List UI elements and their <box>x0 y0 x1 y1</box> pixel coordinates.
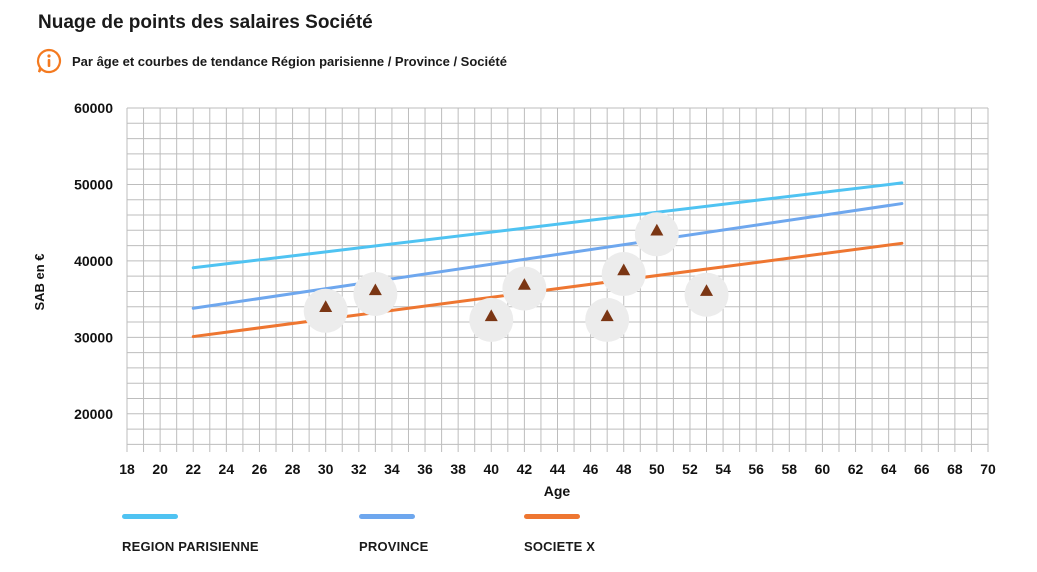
data-point <box>517 278 531 290</box>
x-tick-label: 48 <box>616 461 632 477</box>
legend-item-region-parisienne: REGION PARISIENNE <box>122 514 259 554</box>
data-point <box>617 263 631 276</box>
x-tick-label: 32 <box>351 461 367 477</box>
x-tick-label: 28 <box>285 461 301 477</box>
grid <box>126 107 989 452</box>
legend-swatch <box>359 514 415 519</box>
x-tick-label: 34 <box>384 461 400 477</box>
scatter-chart: 18 20 22 24 26 28 30 32 34 36 38 40 42 44 46 48 50 52 54 56… <box>32 100 996 499</box>
x-tick-label: 22 <box>185 461 201 477</box>
x-tick-label: 60 <box>815 461 831 477</box>
x-tick-label: 20 <box>152 461 168 477</box>
data-point <box>319 300 333 312</box>
x-tick-label: 26 <box>252 461 268 477</box>
x-tick-label: 58 <box>782 461 798 477</box>
x-tick-label: 44 <box>550 461 566 477</box>
x-tick-label: 50 <box>649 461 665 477</box>
y-tick-label: 20000 <box>74 406 113 422</box>
x-tick-label: 36 <box>417 461 433 477</box>
data-point <box>600 309 614 322</box>
x-tick-label: 38 <box>450 461 466 477</box>
subtitle-row: Par âge et courbes de tendance Région pa… <box>36 48 507 74</box>
x-tick-label: 54 <box>715 461 731 477</box>
trend-lines <box>191 181 904 339</box>
legend-swatch <box>122 514 178 519</box>
legend-item-societe-x: SOCIETE X <box>524 514 595 554</box>
y-tick-label: 50000 <box>74 176 113 192</box>
legend-label: PROVINCE <box>359 539 429 554</box>
y-tick-label: 60000 <box>74 100 113 116</box>
trend-line-province <box>191 202 904 310</box>
x-tick-labels: 18 20 22 24 26 28 30 32 34 36 38 40 42 44 46 48 50 52 54 56… <box>119 461 996 477</box>
x-tick-label: 66 <box>914 461 930 477</box>
x-tick-label: 62 <box>848 461 864 477</box>
x-tick-label: 56 <box>748 461 764 477</box>
y-axis-label: SAB en € <box>32 253 47 310</box>
data-points <box>319 223 714 322</box>
data-point <box>700 284 714 296</box>
x-tick-label: 68 <box>947 461 963 477</box>
x-axis-label: Age <box>544 483 571 499</box>
legend-label: SOCIETE X <box>524 539 596 554</box>
legend-item-province: PROVINCE <box>359 514 429 554</box>
x-tick-label: 24 <box>219 461 235 477</box>
chart-title: Nuage de points des salaires Société <box>38 12 373 33</box>
data-point <box>368 283 382 296</box>
x-tick-label: 46 <box>583 461 599 477</box>
x-tick-label: 42 <box>517 461 533 477</box>
x-tick-label: 70 <box>980 461 996 477</box>
x-tick-label: 52 <box>682 461 698 477</box>
trend-line-region-parisienne <box>191 181 904 270</box>
legend-swatch <box>524 514 580 519</box>
x-tick-label: 64 <box>881 461 897 477</box>
x-tick-label: 18 <box>119 461 135 477</box>
chart-subtitle: Par âge et courbes de tendance Région pa… <box>72 53 507 69</box>
x-tick-label: 30 <box>318 461 334 477</box>
data-point <box>484 309 498 322</box>
legend-label: REGION PARISIENNE <box>122 539 259 554</box>
info-icon <box>36 48 62 74</box>
y-tick-labels: 20000 30000 40000 50000 60000 <box>74 100 113 422</box>
x-tick-label: 40 <box>483 461 499 477</box>
y-tick-label: 40000 <box>74 253 113 269</box>
y-tick-label: 30000 <box>74 329 113 345</box>
data-point <box>650 223 664 236</box>
